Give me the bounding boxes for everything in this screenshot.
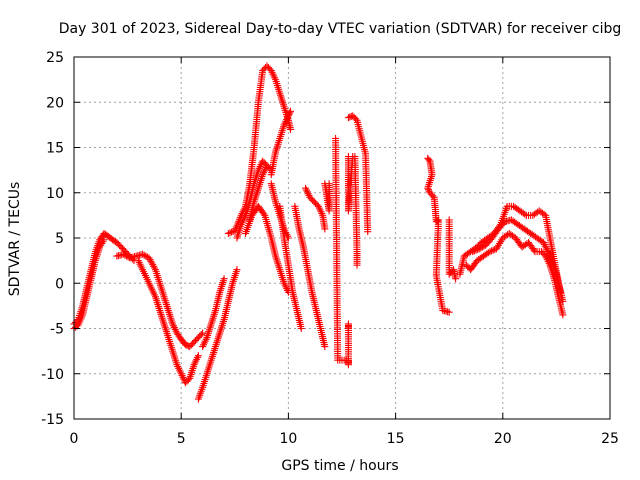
- series-arc-4: [134, 257, 202, 387]
- data-point: [559, 311, 567, 319]
- y-tick-label: -5: [50, 322, 64, 338]
- chart-title: Day 301 of 2023, Sidereal Day-to-day VTE…: [59, 21, 622, 37]
- data-point: [194, 352, 202, 360]
- data-point: [224, 229, 232, 237]
- y-tick-label: 20: [46, 95, 64, 111]
- data-point: [286, 109, 294, 117]
- data-point: [445, 308, 453, 316]
- data-point: [424, 186, 432, 194]
- y-tick-label: -10: [41, 367, 64, 383]
- data-point: [353, 261, 361, 269]
- data-point: [287, 125, 295, 133]
- data-point: [197, 331, 205, 339]
- y-axis-title: SDTVAR / TECUs: [7, 182, 23, 297]
- data-point: [352, 115, 360, 123]
- series-arc-17: [332, 134, 352, 369]
- series-arc-18: [344, 112, 372, 236]
- y-tick-label: 10: [46, 186, 64, 202]
- series-arc-20: [424, 154, 453, 316]
- data-point: [433, 217, 441, 225]
- data-point: [287, 107, 295, 115]
- series-arc-15: [302, 184, 329, 233]
- data-point: [321, 343, 329, 351]
- data-point: [233, 266, 241, 274]
- data-point: [297, 325, 305, 332]
- data-point: [285, 110, 293, 118]
- data-point: [220, 275, 228, 283]
- series-arc-5: [194, 266, 241, 403]
- x-tick-label: 15: [387, 431, 405, 447]
- series-arc-7: [224, 62, 295, 237]
- y-tick-label: 25: [46, 50, 64, 66]
- data-point: [557, 288, 565, 296]
- data-point: [429, 192, 437, 200]
- data-point: [472, 246, 480, 254]
- data-point: [424, 184, 432, 192]
- data-point: [123, 252, 131, 260]
- x-tick-label: 20: [494, 431, 512, 447]
- x-tick-label: 25: [601, 431, 619, 447]
- data-point: [486, 248, 494, 256]
- data-point: [226, 229, 234, 237]
- series-arc-14: [276, 202, 305, 332]
- data-point: [344, 325, 352, 332]
- data-point: [364, 228, 372, 236]
- series-arc-11: [267, 107, 295, 179]
- series-arc-21: [445, 216, 460, 283]
- x-tick-label: 0: [70, 431, 79, 447]
- series-arc-6: [199, 275, 228, 351]
- series-arc-13: [291, 202, 329, 351]
- grid-lines: [74, 57, 610, 419]
- x-tick-label: 10: [279, 431, 297, 447]
- series-arc-16: [321, 180, 333, 215]
- axis-ticks: 0 5 10 15 20 25 -15 -10 -5 0 5 10 15 20 25: [41, 50, 619, 447]
- data-point: [199, 329, 207, 337]
- x-tick-label: 5: [177, 431, 186, 447]
- data-point: [142, 252, 150, 260]
- y-tick-label: 15: [46, 141, 64, 157]
- data-point: [469, 248, 477, 256]
- series-arc-19: [344, 153, 361, 269]
- series-arc-24: [469, 216, 565, 296]
- data-point: [470, 247, 478, 255]
- data-point: [100, 236, 108, 244]
- y-tick-label: 0: [55, 276, 64, 292]
- data-point: [452, 275, 460, 283]
- data-point: [488, 247, 496, 255]
- data-point: [260, 210, 268, 218]
- data-point: [228, 228, 236, 236]
- data-point: [425, 156, 433, 164]
- x-axis-title: GPS time / hours: [281, 458, 398, 474]
- data-point: [263, 162, 271, 170]
- data-point: [321, 225, 329, 233]
- y-tick-label: -15: [41, 412, 64, 428]
- data-point: [321, 180, 329, 188]
- data-point: [151, 264, 159, 272]
- series-arc-2: [70, 236, 108, 332]
- data-point: [489, 246, 497, 254]
- series-arc-3: [113, 250, 207, 351]
- data-point: [474, 246, 482, 254]
- data-points: [70, 62, 567, 403]
- data-point: [284, 112, 292, 120]
- data-point: [521, 210, 529, 218]
- y-tick-label: 5: [55, 231, 64, 247]
- series-arc-10: [242, 202, 292, 296]
- data-point: [530, 246, 538, 254]
